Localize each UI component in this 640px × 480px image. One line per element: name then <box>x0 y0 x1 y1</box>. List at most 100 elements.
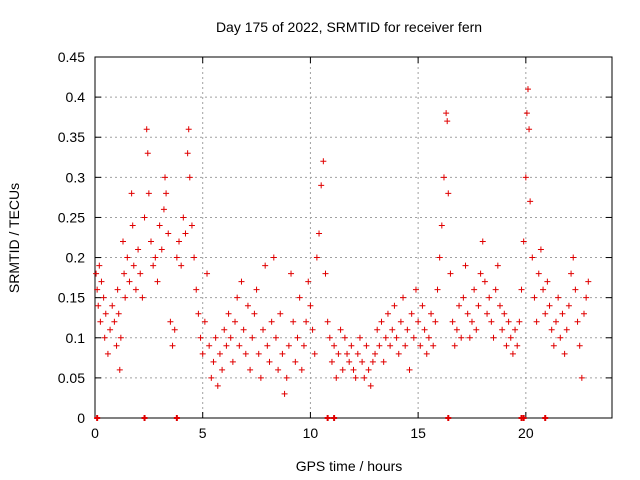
data-point <box>542 310 549 317</box>
data-point <box>290 318 297 325</box>
data-point <box>466 334 473 341</box>
data-point <box>100 294 107 301</box>
data-point <box>93 270 100 277</box>
data-point <box>244 302 251 309</box>
data-point <box>496 302 503 309</box>
data-point <box>419 302 426 309</box>
data-point <box>520 238 527 245</box>
data-point <box>341 334 348 341</box>
data-point <box>158 246 165 253</box>
data-point <box>572 286 579 293</box>
data-point <box>201 318 208 325</box>
data-point <box>229 358 236 365</box>
data-point <box>197 334 204 341</box>
data-point <box>458 334 465 341</box>
data-point <box>139 294 146 301</box>
data-point <box>352 374 359 381</box>
data-point <box>570 254 577 261</box>
y-tick-label: 0.05 <box>58 370 85 386</box>
data-point <box>101 334 108 341</box>
data-point <box>173 254 180 261</box>
data-point <box>225 310 232 317</box>
data-point <box>255 350 262 357</box>
data-point <box>326 334 333 341</box>
x-axis-label: GPS time / hours <box>296 458 403 474</box>
data-point <box>150 262 157 269</box>
y-tick-label: 0.2 <box>66 250 86 266</box>
data-point <box>104 350 111 357</box>
y-axis-label: SRMTID / TECUs <box>6 183 22 293</box>
y-tick-label: 0.35 <box>58 129 85 145</box>
x-tick-label: 10 <box>303 425 319 441</box>
data-point <box>535 270 542 277</box>
data-point <box>333 374 340 381</box>
data-point <box>425 334 432 341</box>
data-point <box>145 190 152 197</box>
data-point <box>111 318 118 325</box>
data-point <box>249 334 256 341</box>
y-tick-label: 0.4 <box>66 89 86 105</box>
data-point <box>561 350 568 357</box>
data-point <box>393 334 400 341</box>
zero-marker <box>141 415 148 421</box>
data-point <box>356 334 363 341</box>
data-point <box>501 310 508 317</box>
data-point <box>331 342 338 349</box>
data-point <box>143 126 150 133</box>
y-tick-label: 0 <box>77 410 85 426</box>
data-point <box>281 390 288 397</box>
data-point <box>130 262 137 269</box>
data-point <box>264 342 271 349</box>
data-point <box>527 198 534 205</box>
data-point <box>144 150 151 157</box>
data-point <box>462 262 469 269</box>
data-point <box>488 318 495 325</box>
data-point <box>434 286 441 293</box>
zero-marker <box>331 415 338 421</box>
data-point <box>361 374 368 381</box>
data-point <box>102 310 109 317</box>
data-point <box>421 326 428 333</box>
data-point <box>124 254 131 261</box>
data-point <box>451 342 458 349</box>
data-point <box>473 326 480 333</box>
data-point <box>557 334 564 341</box>
data-point <box>522 174 529 181</box>
data-point <box>563 326 570 333</box>
data-point <box>374 326 381 333</box>
data-point <box>578 374 585 381</box>
x-tick-label: 20 <box>518 425 534 441</box>
data-point <box>529 254 536 261</box>
data-point <box>526 126 533 133</box>
data-point <box>298 366 305 373</box>
data-point <box>365 366 372 373</box>
data-point <box>126 278 133 285</box>
data-point <box>185 126 192 133</box>
data-point <box>195 310 202 317</box>
data-point <box>275 366 282 373</box>
data-point <box>296 294 303 301</box>
data-point <box>548 326 555 333</box>
zero-marker <box>542 415 549 421</box>
data-point <box>533 318 540 325</box>
zero-marker <box>173 415 180 421</box>
data-point <box>313 254 320 261</box>
data-point <box>440 174 447 181</box>
y-tick-label: 0.25 <box>58 209 85 225</box>
y-tick-label: 0.1 <box>66 330 86 346</box>
data-point <box>240 326 247 333</box>
data-point <box>227 334 234 341</box>
data-point <box>169 342 176 349</box>
data-point <box>436 254 443 261</box>
data-point <box>389 326 396 333</box>
data-point <box>387 342 394 349</box>
data-point <box>585 278 592 285</box>
data-points <box>93 86 592 397</box>
y-tick-label: 0.15 <box>58 290 85 306</box>
data-point <box>523 110 530 117</box>
data-point <box>162 174 169 181</box>
data-point <box>443 110 450 117</box>
data-point <box>257 374 264 381</box>
data-point <box>406 366 413 373</box>
data-point <box>350 366 357 373</box>
